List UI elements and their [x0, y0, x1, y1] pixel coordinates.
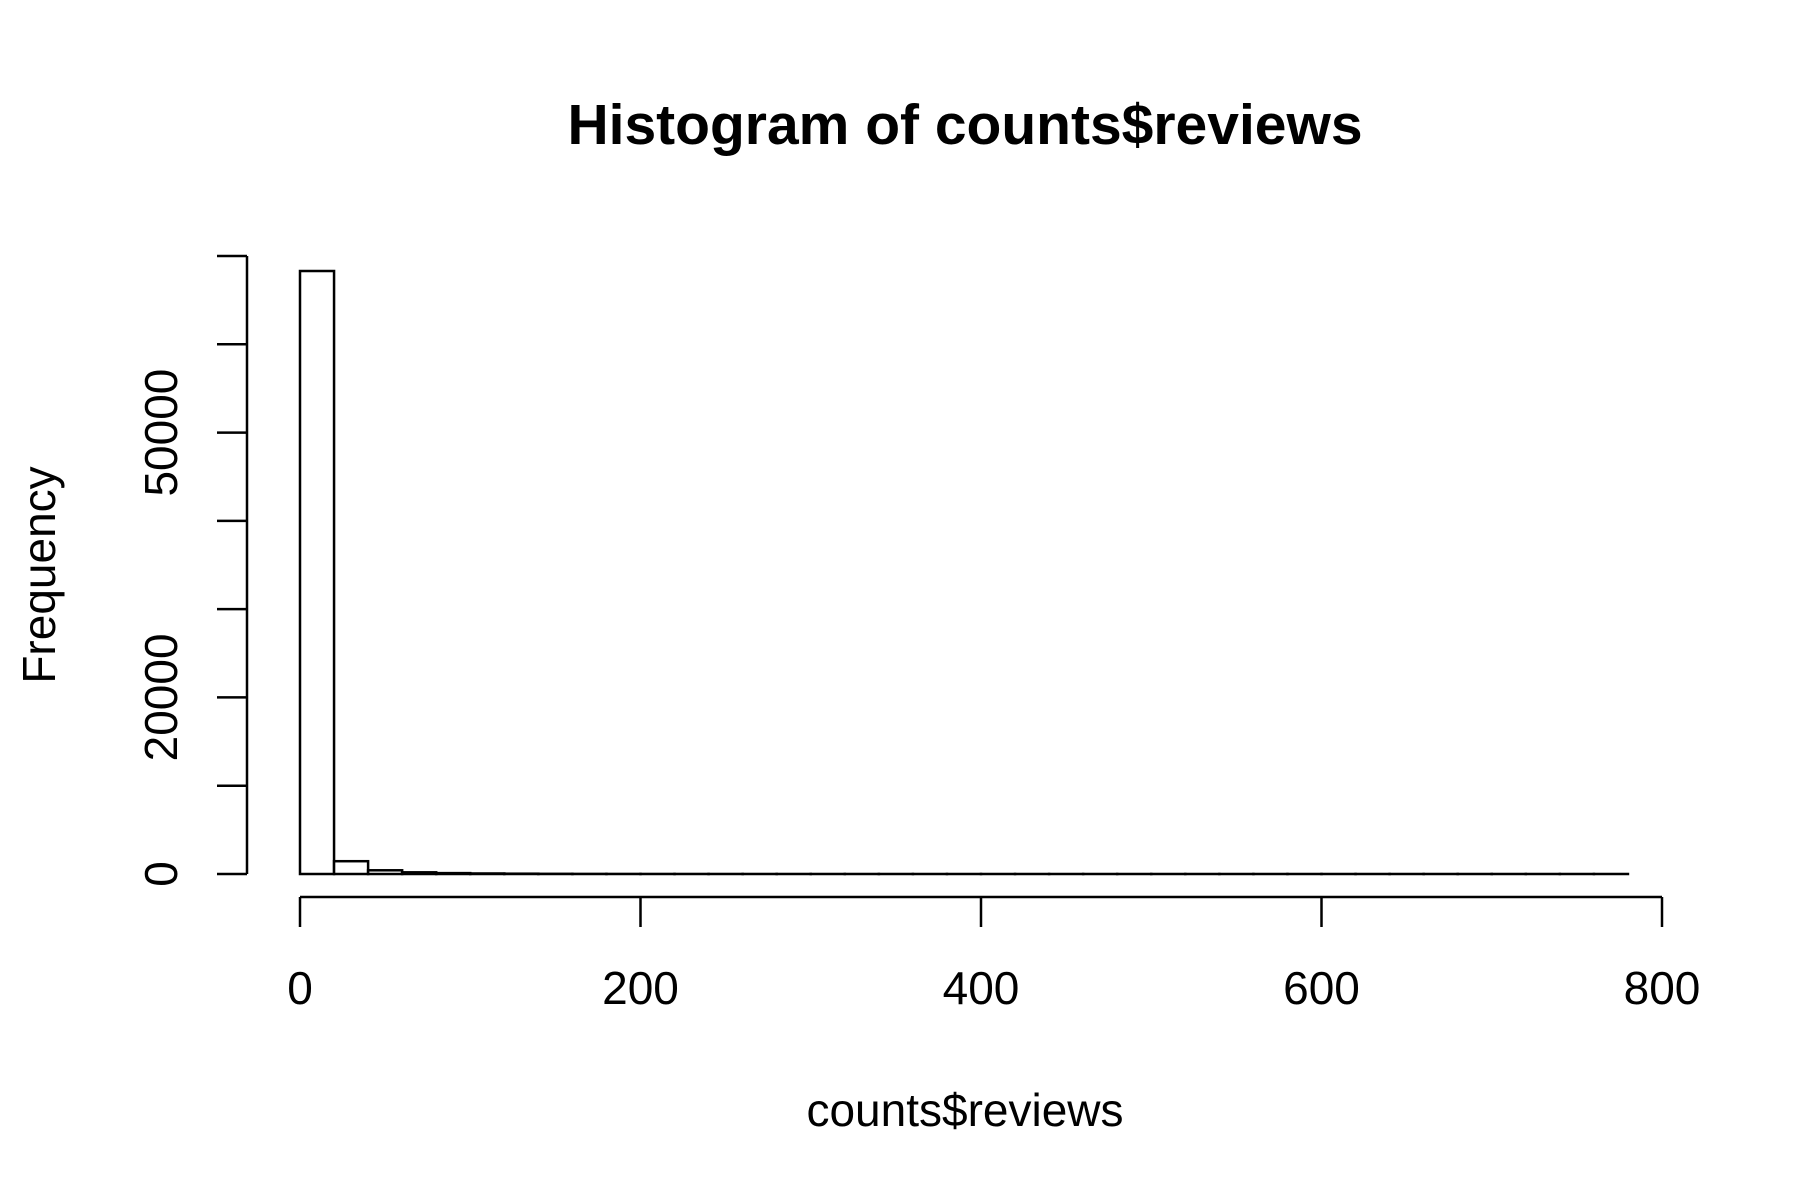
histogram-bar	[298, 269, 336, 876]
x-tick-label: 200	[602, 962, 679, 1014]
y-tick-label: 0	[135, 861, 187, 887]
x-axis: 0 200 400 600 800	[287, 895, 1701, 1014]
histogram-bars	[298, 269, 1630, 876]
chart-title: Histogram of counts$reviews	[567, 93, 1362, 157]
x-tick-label: 0	[287, 962, 313, 1014]
x-tick-label: 800	[1624, 962, 1701, 1014]
x-axis-label: counts$reviews	[806, 1084, 1123, 1136]
histogram-bar	[434, 871, 472, 876]
y-tick-label: 20000	[135, 633, 187, 761]
histogram-bar	[469, 872, 506, 876]
histogram-bar	[332, 859, 370, 876]
y-axis: 0 20000 50000	[135, 254, 249, 887]
y-axis-label: Frequency	[13, 466, 65, 683]
x-tick-label: 400	[943, 962, 1020, 1014]
x-tick-label: 600	[1283, 962, 1360, 1014]
y-tick-label: 50000	[135, 369, 187, 497]
histogram-bar	[366, 869, 404, 876]
histogram-bar	[400, 871, 438, 876]
